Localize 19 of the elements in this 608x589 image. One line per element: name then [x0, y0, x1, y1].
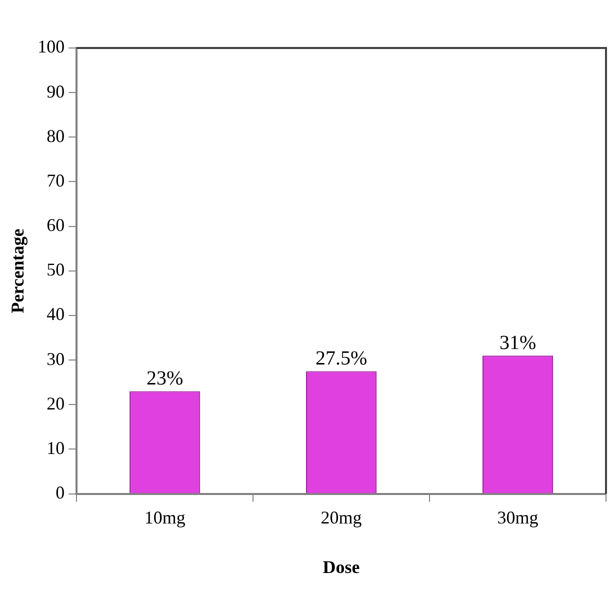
y-axis-title: Percentage — [7, 228, 28, 314]
x-tick-label: 30mg — [497, 507, 538, 528]
x-tick-label: 10mg — [144, 507, 186, 528]
y-tick-label: 40 — [46, 304, 65, 324]
y-tick-label: 20 — [46, 393, 65, 414]
y-tick-label: 80 — [46, 126, 65, 146]
x-tick-label: 20mg — [320, 507, 362, 528]
data-label: 23% — [146, 368, 184, 390]
y-tick-label: 50 — [46, 260, 65, 280]
y-tick-label: 90 — [46, 81, 65, 102]
data-label: 27.5% — [315, 347, 368, 370]
data-label: 31% — [499, 332, 536, 354]
y-tick-label: 100 — [38, 36, 65, 57]
y-tick-label: 30 — [46, 348, 65, 369]
y-tick-label: 0 — [56, 482, 65, 503]
y-tick-label: 70 — [46, 170, 65, 190]
y-tick-label: 60 — [46, 215, 65, 236]
y-tick-label: 10 — [46, 438, 65, 458]
x-axis-title: Dose — [322, 556, 360, 577]
